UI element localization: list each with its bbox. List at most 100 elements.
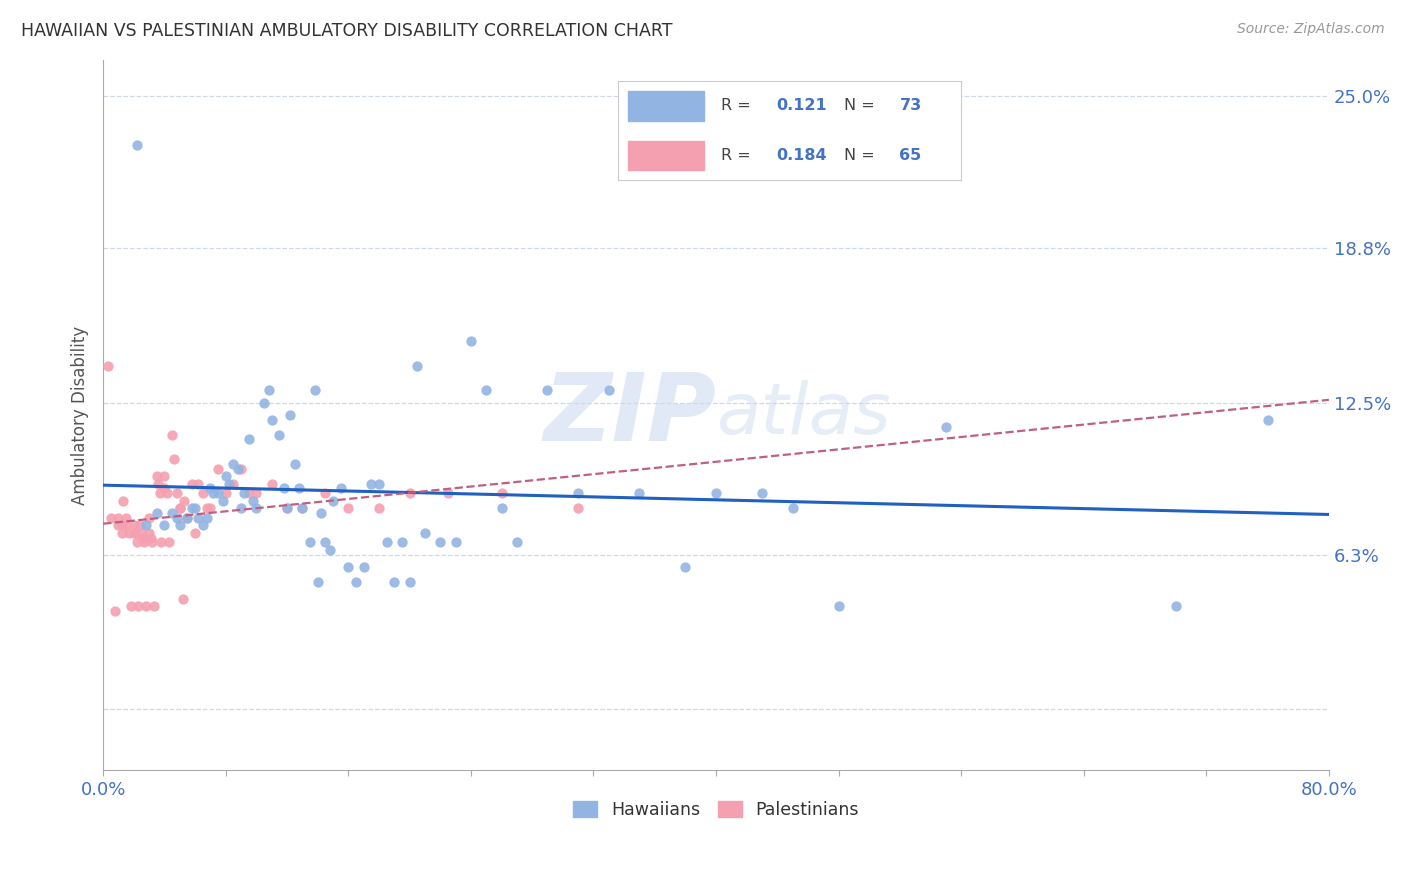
Point bbox=[406, 359, 429, 373]
Point bbox=[704, 486, 727, 500]
Point bbox=[153, 518, 176, 533]
Point bbox=[276, 501, 298, 516]
Point bbox=[187, 511, 209, 525]
Point bbox=[319, 542, 342, 557]
Point bbox=[238, 433, 260, 447]
Point bbox=[460, 334, 482, 349]
Point bbox=[195, 501, 218, 516]
Point bbox=[233, 486, 256, 500]
Point bbox=[375, 535, 398, 549]
Point bbox=[245, 501, 267, 516]
Point bbox=[1164, 599, 1187, 614]
Point bbox=[176, 511, 198, 525]
Point bbox=[309, 506, 332, 520]
Point bbox=[100, 511, 122, 525]
Point bbox=[150, 535, 173, 549]
Point bbox=[125, 138, 148, 153]
Point bbox=[162, 452, 184, 467]
Point bbox=[257, 384, 280, 398]
Text: ZIP: ZIP bbox=[543, 369, 716, 461]
Point bbox=[142, 599, 165, 614]
Point bbox=[202, 486, 225, 500]
Point bbox=[157, 535, 180, 549]
Point bbox=[229, 462, 252, 476]
Point bbox=[273, 482, 295, 496]
Point bbox=[200, 482, 222, 496]
Point bbox=[314, 486, 336, 500]
Point bbox=[291, 501, 314, 516]
Point bbox=[125, 535, 148, 549]
Point bbox=[329, 482, 352, 496]
Point bbox=[184, 501, 207, 516]
Point bbox=[475, 384, 498, 398]
Point bbox=[156, 486, 179, 500]
Point bbox=[491, 501, 513, 516]
Point bbox=[200, 501, 222, 516]
Point bbox=[187, 476, 209, 491]
Point bbox=[337, 560, 360, 574]
Point bbox=[160, 427, 183, 442]
Point bbox=[149, 486, 172, 500]
Point bbox=[1257, 413, 1279, 427]
Point bbox=[307, 574, 329, 589]
Point bbox=[337, 501, 360, 516]
Point bbox=[567, 486, 589, 500]
Point bbox=[382, 574, 405, 589]
Point bbox=[229, 501, 252, 516]
Point bbox=[138, 511, 160, 525]
Point bbox=[491, 486, 513, 500]
Point bbox=[153, 469, 176, 483]
Point bbox=[138, 525, 160, 540]
Point bbox=[145, 506, 167, 520]
Legend: Hawaiians, Palestinians: Hawaiians, Palestinians bbox=[565, 794, 866, 826]
Text: atlas: atlas bbox=[716, 381, 890, 450]
Point bbox=[260, 413, 283, 427]
Point bbox=[107, 518, 129, 533]
Point bbox=[304, 384, 326, 398]
Point bbox=[207, 486, 229, 500]
Point bbox=[269, 427, 291, 442]
Point bbox=[184, 525, 207, 540]
Point bbox=[253, 395, 276, 409]
Point bbox=[222, 457, 245, 471]
Point bbox=[169, 501, 191, 516]
Point bbox=[782, 501, 804, 516]
Point bbox=[104, 604, 127, 618]
Point bbox=[207, 462, 229, 476]
Point bbox=[97, 359, 120, 373]
Point bbox=[176, 511, 198, 525]
Point bbox=[115, 518, 138, 533]
Point bbox=[110, 518, 132, 533]
Point bbox=[506, 535, 529, 549]
Point bbox=[122, 525, 145, 540]
Point bbox=[148, 476, 170, 491]
Point bbox=[122, 518, 145, 533]
Point bbox=[391, 535, 413, 549]
Point bbox=[169, 501, 191, 516]
Point bbox=[181, 501, 204, 516]
Text: HAWAIIAN VS PALESTINIAN AMBULATORY DISABILITY CORRELATION CHART: HAWAIIAN VS PALESTINIAN AMBULATORY DISAB… bbox=[21, 22, 672, 40]
Point bbox=[129, 518, 152, 533]
Point bbox=[110, 525, 132, 540]
Point bbox=[398, 486, 420, 500]
Point bbox=[191, 486, 214, 500]
Point bbox=[115, 511, 138, 525]
Point bbox=[935, 420, 957, 434]
Point bbox=[166, 511, 188, 525]
Point bbox=[135, 518, 157, 533]
Point bbox=[284, 457, 307, 471]
Point bbox=[166, 486, 188, 500]
Point bbox=[260, 476, 283, 491]
Point bbox=[353, 560, 375, 574]
Point bbox=[344, 574, 367, 589]
Point bbox=[191, 518, 214, 533]
Point bbox=[322, 493, 344, 508]
Point bbox=[120, 599, 142, 614]
Point bbox=[673, 560, 696, 574]
Point bbox=[360, 476, 382, 491]
Point bbox=[222, 476, 245, 491]
Point bbox=[107, 511, 129, 525]
Point bbox=[173, 493, 195, 508]
Point bbox=[314, 535, 336, 549]
Point bbox=[291, 501, 314, 516]
